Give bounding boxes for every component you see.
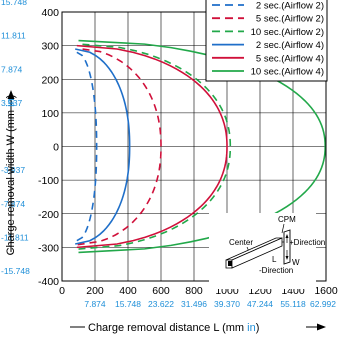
- legend-label: 10 sec.(Airflow 4): [251, 67, 324, 78]
- y-tick-label: 200: [41, 74, 59, 86]
- y-tick-label-inch: -7.874: [1, 199, 25, 209]
- inset-label-minus-direction: -Direction: [259, 266, 293, 275]
- series-line-1: [76, 51, 98, 242]
- x-tick-label: 1600: [314, 285, 338, 297]
- legend-box: [205, 0, 328, 82]
- x-axis-title: Charge removal distance L (mm in): [88, 322, 259, 334]
- inset-label-center: Center: [229, 238, 253, 247]
- legend-label: 10 sec.(Airflow 2): [251, 27, 324, 38]
- x-tick-label: 0: [59, 285, 65, 297]
- legend-label: 5 sec.(Airflow 2): [256, 14, 324, 25]
- series-line-3: [78, 43, 232, 250]
- legend-label: 5 sec.(Airflow 4): [256, 53, 324, 64]
- x-tick-label: 400: [119, 285, 137, 297]
- y-tick-label-inch: -15.748: [1, 266, 30, 276]
- x-tick-label-inch: 7.874: [84, 299, 106, 309]
- x-axis-title-group: Charge removal distance L (mm in): [70, 322, 326, 334]
- y-tick-label-inch: 15.748: [1, 0, 27, 7]
- y-axis-title-group: Charge removal width W (mm in): [5, 90, 17, 255]
- x-tick-label-inch: 47.244: [247, 299, 273, 309]
- x-tick-labels: 0 2007.87440015.74860023.62280031.4961000…: [59, 285, 338, 309]
- plot-frame: [61, 11, 327, 282]
- x-tick-label: 200: [86, 285, 104, 297]
- inset-arrow-up-icon: [285, 234, 289, 238]
- inset-bar-connector: [228, 261, 232, 266]
- y-tick-label: 400: [41, 7, 59, 19]
- x-tick-label-inch: 15.748: [115, 299, 141, 309]
- x-tick-label-inch: 39.370: [214, 299, 240, 309]
- y-axis-title: Charge removal width W (mm in): [5, 95, 17, 256]
- inset-label-w: W: [292, 258, 300, 267]
- legend-label: 2 sec.(Airflow 2): [256, 1, 324, 12]
- y-tick-label: -300: [38, 242, 59, 254]
- series-line-5: [76, 44, 228, 249]
- y-tick-label: 0: [53, 142, 59, 154]
- x-tick-label-inch: 23.622: [148, 299, 174, 309]
- inset-label-cpm: CPM: [278, 215, 296, 224]
- y-tick-label-inch: 3.937: [1, 98, 23, 108]
- x-axis-arrow-icon: [317, 323, 326, 331]
- y-tick-label: 300: [41, 41, 59, 53]
- legend-label: 2 sec.(Airflow 4): [256, 40, 324, 51]
- y-tick-label-inch: 7.874: [1, 64, 23, 74]
- y-tick-label-inch: -11.811: [1, 232, 29, 242]
- x-tick-label: 800: [185, 285, 203, 297]
- x-tick-label-inch: 62.992: [310, 299, 336, 309]
- inset-label-l: L: [272, 255, 277, 264]
- inset-diagram: CPM Center +Direction L W -Direction: [209, 213, 325, 289]
- inset-arrow-down-icon: [285, 256, 289, 260]
- x-tick-label: 600: [152, 285, 170, 297]
- x-tick-label-inch: 31.496: [181, 299, 207, 309]
- inset-plate: [283, 229, 291, 265]
- legend: 2 sec.(Airflow 2) 5 sec.(Airflow 2) 10 sec…: [205, 0, 328, 82]
- y-axis-arrow-icon: [7, 90, 15, 99]
- y-tick-label: 100: [41, 108, 59, 120]
- y-tick-label-inch: 11.811: [1, 31, 26, 41]
- y-tick-label-inch: -3.937: [1, 165, 25, 175]
- y-tick-labels: 400 15.748 300 11.811 200 7.874 100 3.937 0 -100 -…: [1, 0, 59, 288]
- inset-label-plus-direction: +Direction: [289, 238, 325, 247]
- y-tick-label: -200: [38, 209, 59, 221]
- y-tick-label: -400: [38, 276, 59, 288]
- y-tick-label: -100: [38, 175, 59, 187]
- series-line-2: [77, 47, 162, 246]
- x-tick-label-inch: 55.118: [280, 299, 306, 309]
- series-line-4: [75, 48, 131, 245]
